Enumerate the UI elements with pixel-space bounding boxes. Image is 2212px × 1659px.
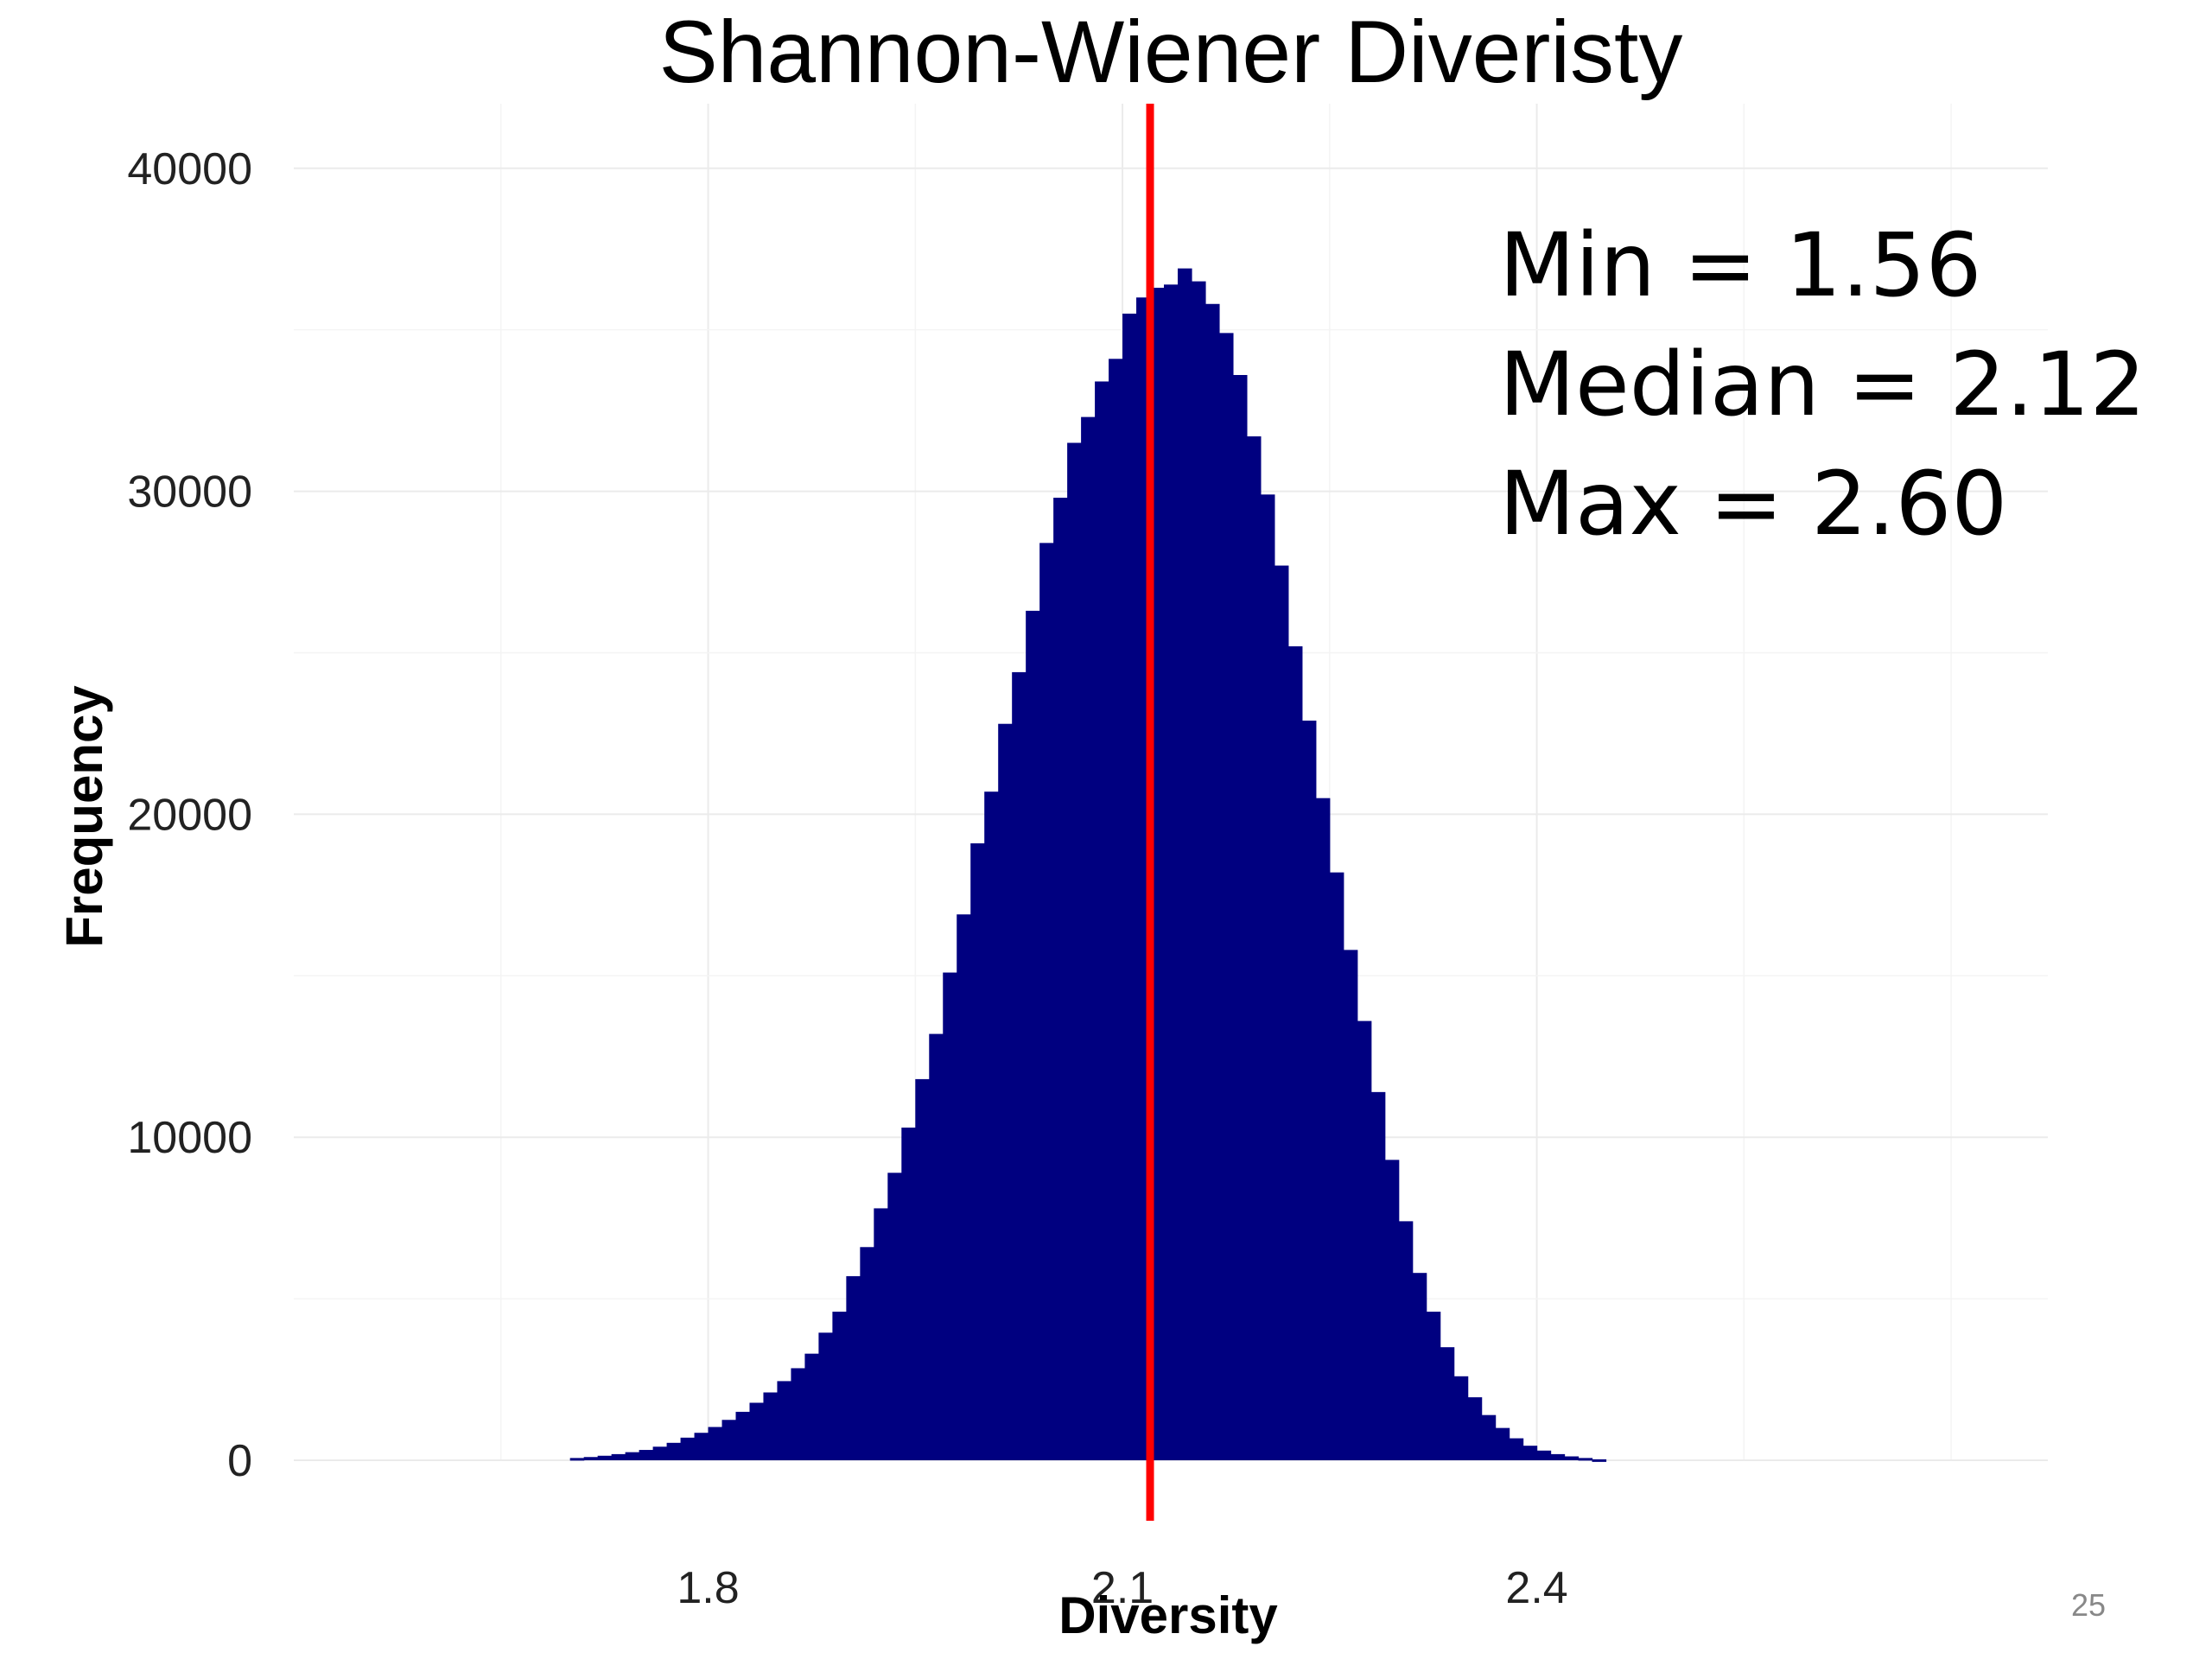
histogram-bar — [1467, 1397, 1483, 1460]
histogram-bar — [1329, 872, 1344, 1460]
histogram-bar — [1177, 268, 1192, 1461]
histogram-bar — [791, 1368, 806, 1460]
y-tick-label: 0 — [227, 1436, 252, 1486]
histogram-bar — [832, 1312, 847, 1460]
min-annotation: Min = 1.56 — [1499, 214, 1981, 317]
histogram-bar — [1232, 375, 1248, 1460]
histogram-bar — [1398, 1221, 1414, 1460]
histogram-bar — [984, 791, 999, 1460]
histogram-bar — [680, 1437, 696, 1460]
x-tick-label: 2.4 — [1505, 1563, 1567, 1613]
histogram-bar — [611, 1453, 626, 1460]
histogram-bar — [694, 1433, 709, 1460]
histogram-bar — [818, 1332, 833, 1460]
histogram-bar — [583, 1457, 599, 1460]
y-axis-label: Frequency — [55, 685, 113, 948]
page-number: 25 — [2071, 1587, 2106, 1623]
histogram-bar — [666, 1442, 682, 1460]
histogram-bar — [1053, 498, 1068, 1460]
histogram-bar — [1301, 720, 1317, 1460]
histogram-bar — [1564, 1456, 1580, 1460]
histogram-bar — [1067, 442, 1082, 1460]
histogram-bar — [1412, 1273, 1427, 1460]
histogram-bar — [1109, 359, 1123, 1460]
histogram-bar — [763, 1392, 779, 1460]
histogram-bar — [929, 1033, 944, 1460]
histogram-bar — [1578, 1458, 1593, 1461]
histogram-bar — [998, 723, 1013, 1460]
histogram-bar — [1481, 1414, 1497, 1460]
histogram-bar — [1164, 284, 1179, 1460]
chart-title: Shannon-Wiener Diveristy — [659, 3, 1683, 101]
histogram-bar — [625, 1452, 640, 1460]
histogram-bar — [1550, 1453, 1566, 1460]
max-annotation: Max = 2.60 — [1499, 453, 2007, 556]
histogram-bar — [1205, 303, 1220, 1460]
y-tick-label: 10000 — [127, 1113, 252, 1163]
histogram-bar — [970, 843, 985, 1460]
histogram-bar — [1370, 1091, 1386, 1460]
histogram-bar — [569, 1458, 585, 1461]
histogram-bar — [721, 1420, 737, 1460]
histogram-bar — [957, 914, 971, 1460]
histogram-bar — [1426, 1312, 1441, 1460]
y-axis-ticks: 0 10000 20000 30000 40000 — [127, 144, 252, 1486]
histogram-bar — [1246, 436, 1262, 1460]
x-tick-label: 2.1 — [1091, 1563, 1154, 1613]
histogram-bar — [1260, 494, 1275, 1460]
histogram-bar — [860, 1247, 874, 1460]
histogram-bar — [639, 1450, 654, 1460]
x-axis-ticks: 1.8 2.1 2.4 — [677, 1563, 1567, 1613]
histogram-bar — [1095, 381, 1109, 1460]
histogram-bar — [1081, 416, 1096, 1461]
median-annotation: Median = 2.12 — [1499, 334, 2145, 436]
x-axis-label: Diversity — [1058, 1586, 1278, 1644]
y-tick-label: 40000 — [127, 144, 252, 194]
y-tick-label: 30000 — [127, 467, 252, 518]
histogram-bar — [1357, 1020, 1372, 1460]
histogram-bar — [1453, 1376, 1469, 1460]
histogram-bar — [652, 1446, 668, 1460]
histogram-bar — [1218, 333, 1234, 1460]
histogram-bar — [1343, 950, 1358, 1460]
histogram-bar — [901, 1127, 916, 1460]
histogram-bar — [1012, 671, 1027, 1460]
histogram-bar — [597, 1455, 613, 1460]
histogram-bar — [1522, 1446, 1538, 1460]
histogram-bar — [887, 1173, 902, 1460]
histogram-bar — [1536, 1450, 1552, 1460]
histogram-bar — [1191, 281, 1206, 1461]
histogram-bar — [874, 1208, 888, 1460]
histogram-bar — [777, 1381, 792, 1460]
histogram-bar — [1315, 798, 1331, 1460]
histogram-bar — [1026, 610, 1040, 1460]
histogram-bar — [1495, 1427, 1510, 1460]
histogram-bar — [1509, 1438, 1524, 1460]
histogram-bar — [943, 972, 957, 1460]
histogram-bars — [569, 268, 1607, 1462]
histogram-bar — [1384, 1160, 1400, 1460]
histogram-bar — [915, 1078, 930, 1460]
histogram-bar — [1122, 313, 1137, 1460]
histogram-bar — [1039, 543, 1054, 1460]
histogram-bar — [804, 1353, 820, 1460]
x-tick-label: 1.8 — [677, 1563, 739, 1613]
y-tick-label: 20000 — [127, 790, 252, 840]
histogram-bar — [708, 1427, 723, 1460]
histogram-bar — [1440, 1347, 1455, 1460]
histogram-bar — [1592, 1459, 1607, 1462]
histogram-bar — [735, 1411, 751, 1460]
histogram-bar — [846, 1275, 861, 1460]
histogram-bar — [1274, 565, 1289, 1460]
histogram-bar — [749, 1402, 765, 1460]
histogram-bar — [1287, 646, 1303, 1460]
